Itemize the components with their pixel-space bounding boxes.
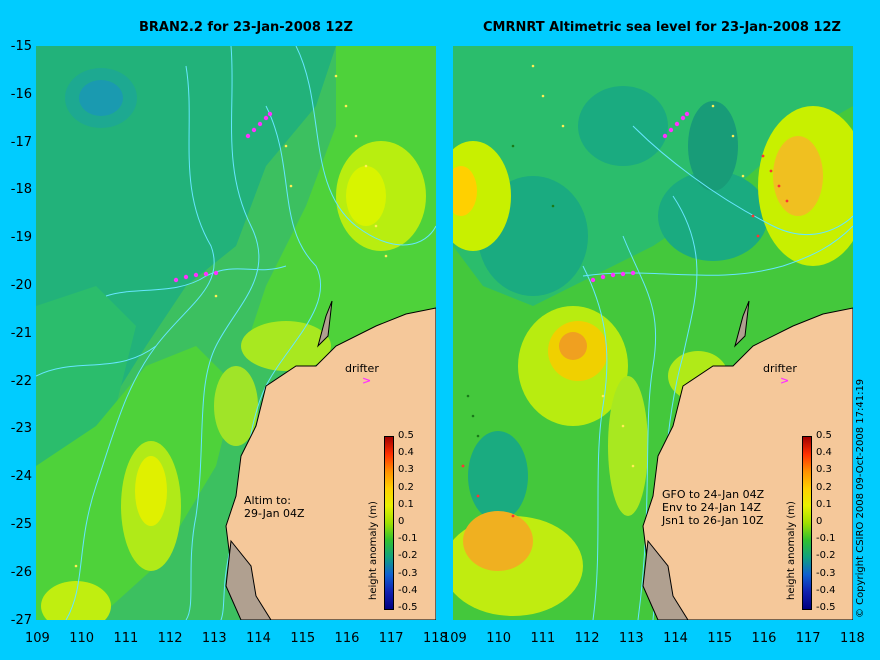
colorbar-tick-label: 0.5 bbox=[816, 430, 832, 441]
x-tick-label: 118 bbox=[423, 631, 448, 646]
x-tick-label: 114 bbox=[246, 631, 271, 646]
observation-points bbox=[74, 74, 388, 568]
observation-points-red bbox=[461, 154, 789, 518]
observation-points-yellow bbox=[531, 64, 745, 468]
x-tick-label: 117 bbox=[378, 631, 404, 646]
colorbar-tick-label: -0.5 bbox=[398, 602, 418, 613]
right-panel-title: CMRNRT Altimetric sea level for 23-Jan-2… bbox=[483, 20, 841, 35]
left-altim-annotation: Altim to: 29-Jan 04Z bbox=[244, 494, 305, 520]
x-tick-label: 111 bbox=[530, 631, 556, 646]
right-map-svg bbox=[453, 46, 853, 620]
colorbar-tick-label: -0.5 bbox=[816, 602, 836, 613]
colorbar-tick-label: 0.1 bbox=[398, 498, 414, 510]
colorbar-tick-label: -0.2 bbox=[398, 550, 418, 562]
right-map-panel[interactable] bbox=[453, 46, 853, 620]
right-satellite-annotation: GFO to 24-Jan 04Z Env to 24-Jan 14Z Jsn1… bbox=[662, 488, 765, 527]
x-tick-label: 112 bbox=[574, 631, 600, 646]
colorbar-tick-label: -0.3 bbox=[816, 567, 836, 579]
colorbar-tick-label: -0.4 bbox=[816, 584, 836, 596]
colorbar-tick-label: 0.2 bbox=[816, 481, 832, 493]
y-tick-label: -24 bbox=[10, 469, 32, 485]
left-panel-title: BRAN2.2 for 23-Jan-2008 12Z bbox=[139, 20, 353, 35]
colorbar-tick-label: 0 bbox=[398, 516, 405, 527]
y-tick-label: -15 bbox=[10, 39, 32, 54]
copyright-text: © Copyright CSIRO 2008 09-Oct-2008 17:41… bbox=[855, 378, 866, 618]
right-drifter-label: drifter bbox=[763, 362, 797, 375]
y-tick-label: -22 bbox=[10, 373, 32, 389]
x-tick-label: 117 bbox=[795, 631, 821, 646]
x-tick-label: 115 bbox=[290, 631, 316, 646]
colorbar-tick-label: -0.4 bbox=[398, 584, 418, 596]
bathymetry-contours bbox=[36, 46, 436, 620]
colorbar-label: height anomaly (m) bbox=[368, 501, 379, 600]
x-tick-label: 115 bbox=[707, 631, 733, 646]
x-tick-label: 111 bbox=[113, 631, 139, 646]
colorbar-tick-label: 0.2 bbox=[398, 481, 414, 493]
y-tick-label: -19 bbox=[10, 230, 32, 246]
observation-points-dark bbox=[466, 144, 555, 438]
right-drifter-marker: > bbox=[780, 374, 790, 387]
x-tick-label: 113 bbox=[618, 631, 644, 646]
colorbar-tick-label: -0.1 bbox=[816, 533, 836, 545]
left-drifter-marker: > bbox=[362, 374, 372, 387]
colorbar-gradient bbox=[384, 436, 394, 610]
drifter-tracks bbox=[173, 111, 273, 283]
x-tick-label: 109 bbox=[442, 631, 467, 646]
drifter-tracks bbox=[590, 111, 690, 283]
y-tick-label: -16 bbox=[10, 86, 32, 102]
colorbar-tick-label: 0.3 bbox=[398, 464, 414, 476]
y-tick-label: -21 bbox=[10, 325, 32, 341]
colorbar-tick-label: 0 bbox=[816, 516, 823, 527]
x-tick-label: 113 bbox=[201, 631, 227, 646]
colorbar-tick-label: 0.5 bbox=[398, 430, 414, 441]
colorbar-tick-label: -0.2 bbox=[816, 550, 836, 562]
x-tick-label: 112 bbox=[157, 631, 183, 646]
x-tick-label: 109 bbox=[25, 631, 50, 646]
colorbar-gradient bbox=[802, 436, 812, 610]
left-map-panel[interactable] bbox=[36, 46, 436, 620]
y-tick-label: -26 bbox=[10, 564, 32, 580]
x-tick-label: 110 bbox=[486, 631, 512, 646]
x-tick-label: 110 bbox=[69, 631, 95, 646]
colorbar-tick-label: 0.1 bbox=[816, 498, 832, 510]
x-tick-label: 116 bbox=[751, 631, 777, 646]
colorbar-tick-label: -0.3 bbox=[398, 567, 418, 579]
colorbar-tick-label: 0.4 bbox=[816, 447, 832, 459]
y-tick-label: -20 bbox=[10, 278, 32, 293]
x-tick-label: 116 bbox=[334, 631, 360, 646]
y-tick-label: -18 bbox=[10, 182, 32, 198]
colorbar-label: height anomaly (m) bbox=[786, 501, 797, 600]
x-tick-label: 118 bbox=[840, 631, 865, 646]
colorbar-tick-label: 0.4 bbox=[398, 447, 414, 459]
y-tick-label: -23 bbox=[10, 421, 32, 437]
x-tick-label: 114 bbox=[663, 631, 688, 646]
y-tick-label: -27 bbox=[10, 612, 32, 628]
y-tick-label: -25 bbox=[10, 517, 32, 532]
left-drifter-label: drifter bbox=[345, 362, 379, 375]
y-tick-label: -17 bbox=[10, 134, 32, 150]
colorbar-tick-label: -0.1 bbox=[398, 533, 418, 545]
left-map-svg bbox=[36, 46, 436, 620]
colorbar-tick-label: 0.3 bbox=[816, 464, 832, 476]
